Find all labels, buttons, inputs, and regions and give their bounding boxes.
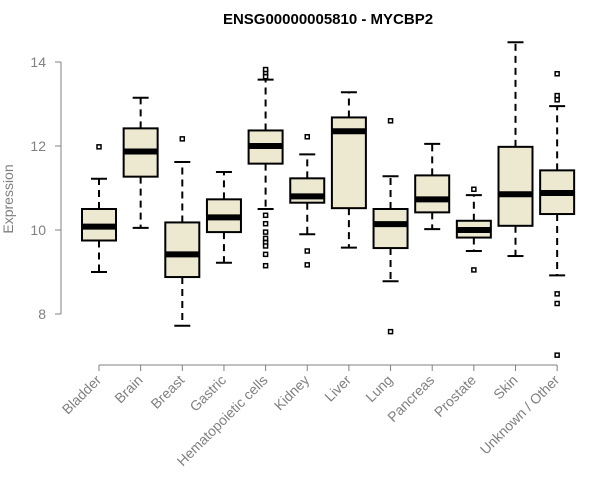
x-tick-label: Unknown / Other xyxy=(477,372,563,458)
x-tick-label: Lung xyxy=(362,372,395,405)
iqr-box xyxy=(497,145,534,227)
box-liver xyxy=(330,91,367,249)
outlier-point xyxy=(304,248,310,254)
outlier-point xyxy=(554,352,560,358)
outlier-point xyxy=(262,229,269,235)
x-tick-label: Skin xyxy=(490,372,521,403)
y-tick-label: 14 xyxy=(30,54,46,70)
iqr-box xyxy=(372,208,409,250)
outlier-point xyxy=(96,144,102,150)
box-prostate xyxy=(455,186,492,273)
box-pancreas xyxy=(414,142,451,231)
box-lung xyxy=(372,118,409,335)
iqr-box xyxy=(414,174,451,214)
outlier-point xyxy=(262,66,269,73)
outlier-point xyxy=(179,136,186,142)
y-tick-label: 12 xyxy=(30,138,46,154)
box-skin xyxy=(497,41,534,258)
x-tick-label: Kidney xyxy=(271,372,313,414)
outlier-point xyxy=(554,97,560,103)
outlier-point xyxy=(304,262,310,268)
y-axis-label: Expression xyxy=(0,164,16,233)
box-breast xyxy=(164,136,201,327)
iqr-box xyxy=(164,221,201,279)
box-bladder xyxy=(81,144,117,273)
boxes xyxy=(81,41,576,358)
outlier-point xyxy=(471,267,477,273)
x-tick-label: Liver xyxy=(321,372,354,405)
outlier-point xyxy=(554,92,560,99)
y-tick-label: 10 xyxy=(30,222,46,238)
y-tick-label: 8 xyxy=(38,306,46,322)
box-kidney xyxy=(289,134,326,268)
outlier-point xyxy=(262,235,269,242)
outlier-point xyxy=(262,73,269,80)
outlier-point xyxy=(262,243,269,249)
outlier-point xyxy=(471,186,477,193)
x-tick-label: Breast xyxy=(147,372,187,412)
box-unknown-other xyxy=(539,71,576,358)
outlier-point xyxy=(554,300,560,307)
outlier-point xyxy=(262,262,269,269)
outlier-point xyxy=(554,71,560,77)
outlier-point xyxy=(304,134,310,140)
x-tick-label: Brain xyxy=(111,372,145,406)
outlier-point xyxy=(262,220,269,227)
box-gastric xyxy=(205,171,242,264)
outlier-point xyxy=(387,328,394,335)
box-brain xyxy=(122,96,159,229)
x-tick-label: Bladder xyxy=(59,372,105,418)
y-ticks: 8 10 12 14 xyxy=(30,54,61,322)
x-tick-label: Prostate xyxy=(431,372,479,420)
outlier-point xyxy=(387,118,394,124)
chart-title: ENSG00000005810 - MYCBP2 xyxy=(223,11,433,28)
box-hematopoietic-cells xyxy=(247,66,284,269)
outlier-point xyxy=(262,212,269,219)
outlier-point xyxy=(554,291,560,297)
outlier-point xyxy=(262,251,269,258)
